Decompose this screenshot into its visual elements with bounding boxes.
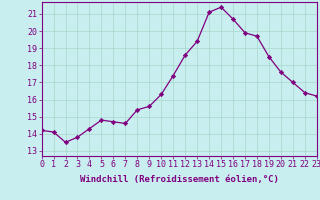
- X-axis label: Windchill (Refroidissement éolien,°C): Windchill (Refroidissement éolien,°C): [80, 175, 279, 184]
